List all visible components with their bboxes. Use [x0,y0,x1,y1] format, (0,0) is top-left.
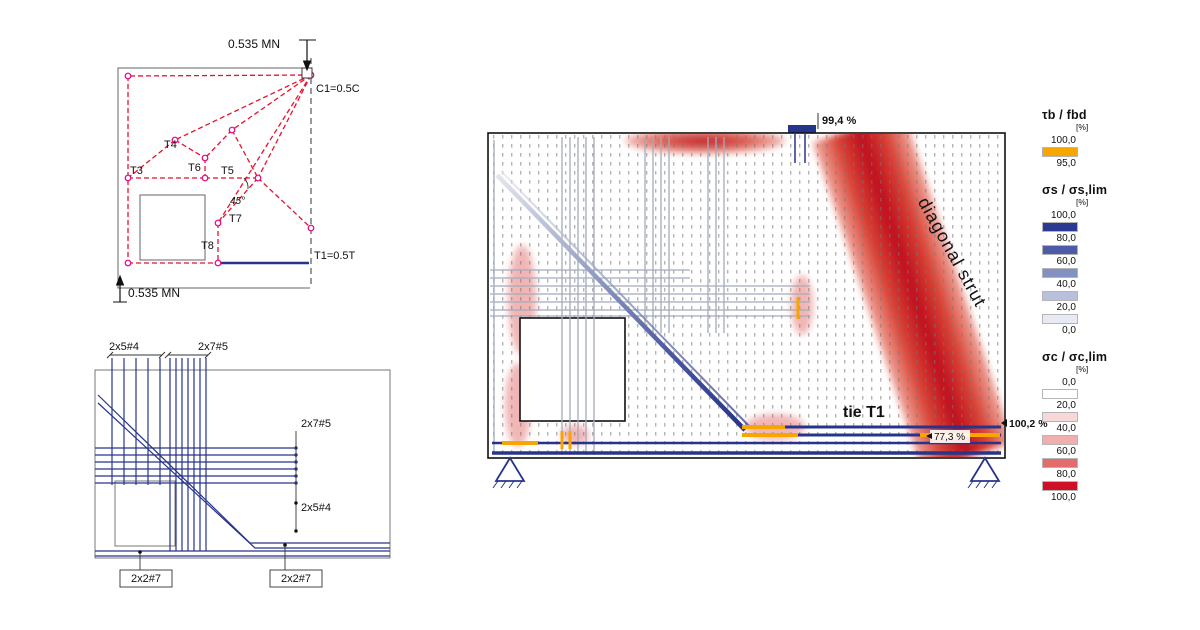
bottom-load-arrow [113,274,127,303]
support-left [492,456,526,489]
legend-color-band [1042,291,1078,301]
t3-tie-label: T3 [130,165,143,177]
fea-result-panel: 99,4 % 100,2 % 77,3 % tie T1 diagonal st… [480,105,1055,500]
rebar-lines [95,358,390,557]
legend-concrete-unit: [%] [1076,364,1089,374]
tie-t1-label: tie T1 [843,404,885,421]
legend-tick-label: 20,0 [1056,302,1076,313]
opening-outline [139,194,206,261]
angle-label: 45° [230,196,245,207]
support-right [967,456,1001,489]
right-utilization-label: 100,2 % [1009,418,1048,430]
t8-tie-label: T8 [201,240,214,252]
top-load-label: 0.535 MN [228,37,280,51]
bottom-label-right: 2x2#7 [281,573,311,585]
legend-tick-label: 60,0 [1056,256,1076,267]
dim-label-2x5-4: 2x5#4 [109,341,139,353]
legend-tick-label: 0,0 [1062,325,1076,336]
wall-border [487,132,1006,459]
diagonal-tie-bar [495,170,750,432]
legend-steel-title: σs / σs,lim [1042,183,1108,197]
legend-tick-label: 80,0 [1056,469,1076,480]
wall-interior [489,134,1004,457]
legend-color-band [1042,268,1078,278]
legend-tick-label: 100,0 [1050,492,1076,503]
side-label-upper: 2x7#5 [301,418,331,430]
structure-outline [117,67,310,289]
legend-color-band [1042,435,1078,445]
legend-color-band [1042,481,1078,491]
legend-color-band [1042,458,1078,468]
top-load-arrow [299,39,316,72]
legend-bond-title: τb / fbd [1042,108,1087,122]
legend-steel-scale: 100,0 80,0 60,0 40,0 20,0 0,0 [1042,210,1118,336]
legend-tick-label: 100,0 [1050,135,1076,146]
legend-color-band [1042,314,1078,324]
truss-nodes [124,71,315,267]
bottom-bars-2x2-7 [95,550,390,557]
legend-color-band [1042,412,1078,422]
legend-color-band [1042,245,1078,255]
c1-label: C1=0.5C [316,83,360,95]
side-leader [294,431,298,533]
bottom-callouts [119,543,323,588]
bond-label-bg [930,430,970,443]
t4-tie-label: T4 [164,139,177,151]
diagonal-bent-bars [97,394,390,549]
legend-tick-label: 95,0 [1056,158,1076,169]
legend-tick-label: 40,0 [1056,423,1076,434]
legend-tick-label: 100,0 [1050,210,1076,221]
legend-color-band [1042,222,1078,232]
t7-tie-label: T7 [229,213,242,225]
legend-concrete: σc / σc,lim [%] 0,0 20,0 40,0 60,0 80,0 … [1042,350,1118,503]
horizontal-bars [95,447,296,484]
opening-outline [114,480,176,547]
right-value-arrow [1001,419,1007,427]
legend-color-band [1042,389,1078,399]
legend-concrete-scale: 0,0 20,0 40,0 60,0 80,0 100,0 [1042,377,1118,503]
legend-steel-unit: [%] [1076,197,1089,207]
legend-tick-label: 40,0 [1056,279,1076,290]
legend-concrete-title: σc / σc,lim [1042,350,1108,364]
dim-label-2x7-5: 2x7#5 [198,341,228,353]
legend-tick-label: 60,0 [1056,446,1076,457]
reinforcement-figure: 2x5#4 2x7#5 2x7#5 2x5#4 2x2#7 2x2#7 [94,341,391,588]
legend-bond-scale: 100,0 95,0 [1042,135,1118,169]
dimension-lines [106,351,212,359]
legend-tick-label: 0,0 [1062,377,1076,388]
distributed-rebar [490,137,810,455]
t1-label: T1=0.5T [314,250,356,262]
vertical-bars-2x5-4 [111,358,161,485]
angle-arc [243,177,249,190]
reinforcement-panel: 2x5#4 2x7#5 2x7#5 2x5#4 2x2#7 2x2#7 [85,333,405,593]
legend-bond: τb / fbd [%] 100,0 95,0 [1042,108,1118,169]
legend-color-band [1042,147,1078,157]
t6-tie-label: T6 [188,162,201,174]
strut-tie-model-panel: 0.535 MN 0.535 MN C1=0.5C T1=0.5T T3 T4 … [80,28,400,318]
opening [519,317,626,422]
anchor-bars [794,134,806,163]
legend-tick-label: 80,0 [1056,233,1076,244]
top-utilization-label: 99,4 % [822,115,856,127]
legend-bond-unit: [%] [1076,122,1089,132]
bottom-label-left: 2x2#7 [131,573,161,585]
legend-tick-label: 20,0 [1056,400,1076,411]
fea-result-figure: 99,4 % 100,2 % 77,3 % tie T1 diagonal st… [487,113,1048,489]
bond-utilization-label: 77,3 % [934,432,965,443]
bottom-load-label: 0.535 MN [128,286,180,300]
legend-panel: τb / fbd [%] 100,0 95,0 σs / σs,lim [%] … [1042,108,1152,517]
t5-tie-label: T5 [221,165,234,177]
bond-value-arrow [926,433,932,439]
strut-tie-members [127,74,312,264]
legend-steel: σs / σs,lim [%] 100,0 80,0 60,0 40,0 20,… [1042,183,1118,336]
strut-tie-model-figure: 0.535 MN 0.535 MN C1=0.5C T1=0.5T T3 T4 … [113,37,360,303]
structure-outline [94,369,391,559]
side-label-lower: 2x5#4 [301,502,331,514]
load-plate [788,125,816,133]
